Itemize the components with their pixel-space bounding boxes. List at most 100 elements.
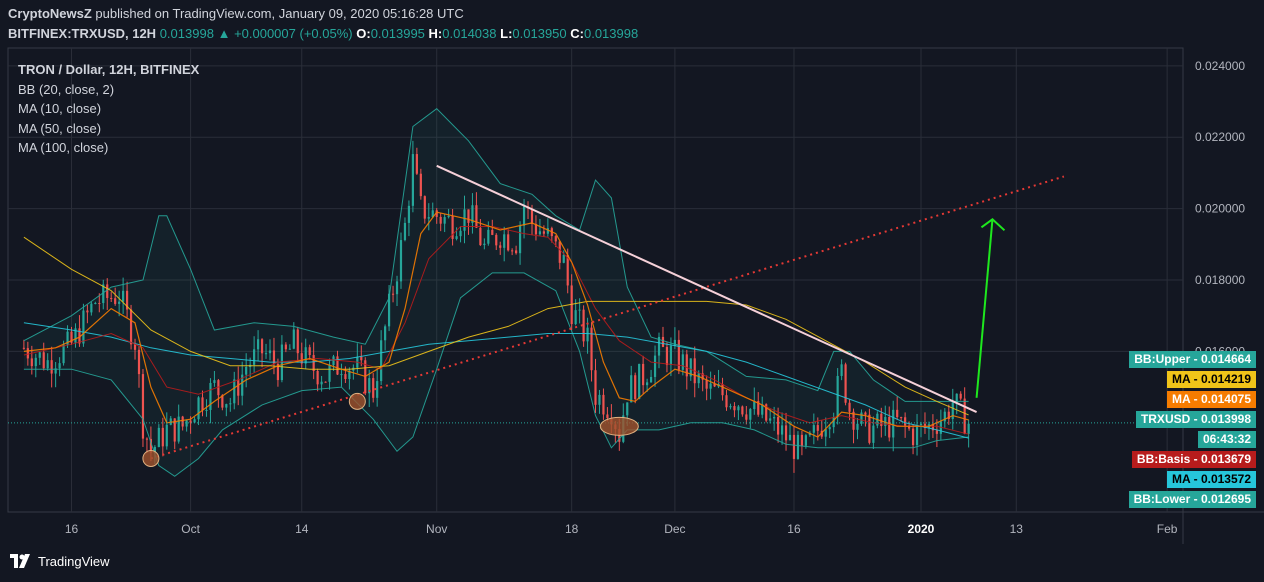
candle-body (106, 284, 109, 298)
candle-body (78, 328, 81, 344)
candle-body (463, 209, 466, 231)
candle-body (522, 206, 526, 226)
price-tag-label: MA - (1172, 392, 1201, 406)
candle-body (332, 356, 335, 366)
candle-body (630, 375, 633, 403)
legend-ma100[interactable]: MA (100, close) (18, 140, 109, 156)
ma10-line (23, 211, 969, 438)
candle-body (844, 364, 847, 403)
highlight-circle (348, 392, 366, 410)
candle-body (110, 297, 113, 299)
candle-body (518, 225, 522, 254)
candle-body (586, 327, 589, 342)
legend-ma50[interactable]: MA (50, close) (18, 120, 102, 136)
x-tick-label: 16 (787, 522, 801, 536)
candle-body (264, 353, 268, 355)
publish-line: CryptoNewsZ published on TradingView.com… (8, 6, 464, 21)
candle-body (780, 425, 784, 435)
candle-body (451, 215, 454, 239)
candle-body (376, 381, 379, 398)
candle-body (880, 413, 883, 427)
x-tick-label: Oct (181, 522, 200, 536)
candle-body (336, 356, 339, 375)
price-tag-label: MA - (1172, 472, 1201, 486)
chart-legend: TRON / Dollar, 12H, BITFINEX BB (20, clo… (18, 60, 199, 158)
candle-body (201, 397, 204, 411)
candle-body (626, 402, 629, 416)
legend-ma10[interactable]: MA (10, close) (18, 101, 102, 117)
price-tag-value: 0.012695 (1200, 492, 1251, 506)
candle-body (681, 354, 684, 370)
publisher-name[interactable]: CryptoNewsZ (8, 6, 92, 21)
candle-body (161, 427, 164, 447)
high-value: 0.014038 (442, 26, 497, 41)
candle-body (387, 293, 391, 327)
candle-body (137, 349, 141, 375)
price-tag: TRXUSD - 0.013998 (1135, 411, 1256, 428)
price-tag: MA - 0.013572 (1167, 471, 1256, 488)
candle-body (328, 365, 331, 382)
candle-body (169, 418, 172, 425)
candle-body (642, 363, 645, 386)
price-tag: BB:Lower - 0.012695 (1128, 491, 1256, 508)
candle-body (800, 434, 804, 446)
candle-body (439, 216, 442, 224)
candle-body (268, 350, 272, 354)
candle-body (102, 284, 105, 304)
candle-body (225, 404, 228, 408)
candle-body (673, 339, 676, 346)
candle-body (705, 379, 708, 389)
ma50-line (23, 236, 969, 416)
footer-brand: TradingView (38, 553, 110, 569)
candle-body (372, 378, 375, 398)
candle-body (713, 383, 716, 387)
candle-body (816, 425, 819, 431)
candle-body (951, 402, 954, 420)
candle-body (423, 196, 426, 219)
candle-body (733, 406, 736, 411)
candle-body (122, 290, 125, 302)
candle-body (765, 404, 768, 421)
open-label: O: (356, 26, 371, 41)
candle-body (90, 303, 93, 313)
candle-body (872, 425, 875, 443)
candle-body (856, 423, 859, 430)
candle-body (598, 394, 601, 405)
candle-body (300, 353, 303, 364)
candle-body (554, 236, 557, 242)
candle-body (284, 344, 287, 350)
candle-body (308, 347, 311, 356)
candle-body (22, 347, 25, 349)
candle-body (411, 154, 414, 206)
candle-body (391, 293, 395, 295)
candle-body (868, 414, 871, 443)
bullish-arrow (975, 219, 994, 398)
candle-body (185, 420, 188, 427)
candle-body (915, 424, 919, 446)
candle-body (892, 409, 895, 438)
legend-bb[interactable]: BB (20, close, 2) (18, 81, 115, 97)
candle-body (471, 205, 474, 223)
up-arrow-icon: ▲ (217, 26, 231, 41)
candle-body (677, 339, 680, 370)
candle-body (503, 234, 506, 248)
candle-body (197, 397, 200, 420)
candle-body (907, 425, 911, 429)
symbol-line: BITFINEX:TRXUSD, 12H 0.013998 ▲ +0.00000… (8, 26, 638, 41)
candle-body (495, 234, 498, 246)
candle-body (546, 228, 549, 234)
x-tick-label: 14 (295, 522, 309, 536)
candles (22, 140, 970, 473)
tradingview-footer[interactable]: TradingView (8, 552, 110, 570)
candle-body (165, 424, 168, 447)
candle-body (749, 409, 752, 420)
candle-body (788, 434, 792, 441)
price-tag-value: 0.014075 (1200, 392, 1251, 406)
candle-body (395, 281, 399, 295)
price-tag-label: MA - (1172, 372, 1201, 386)
candle-body (403, 222, 407, 241)
candle-body (538, 231, 542, 235)
candle-body (435, 210, 438, 217)
candle-body (812, 425, 815, 433)
